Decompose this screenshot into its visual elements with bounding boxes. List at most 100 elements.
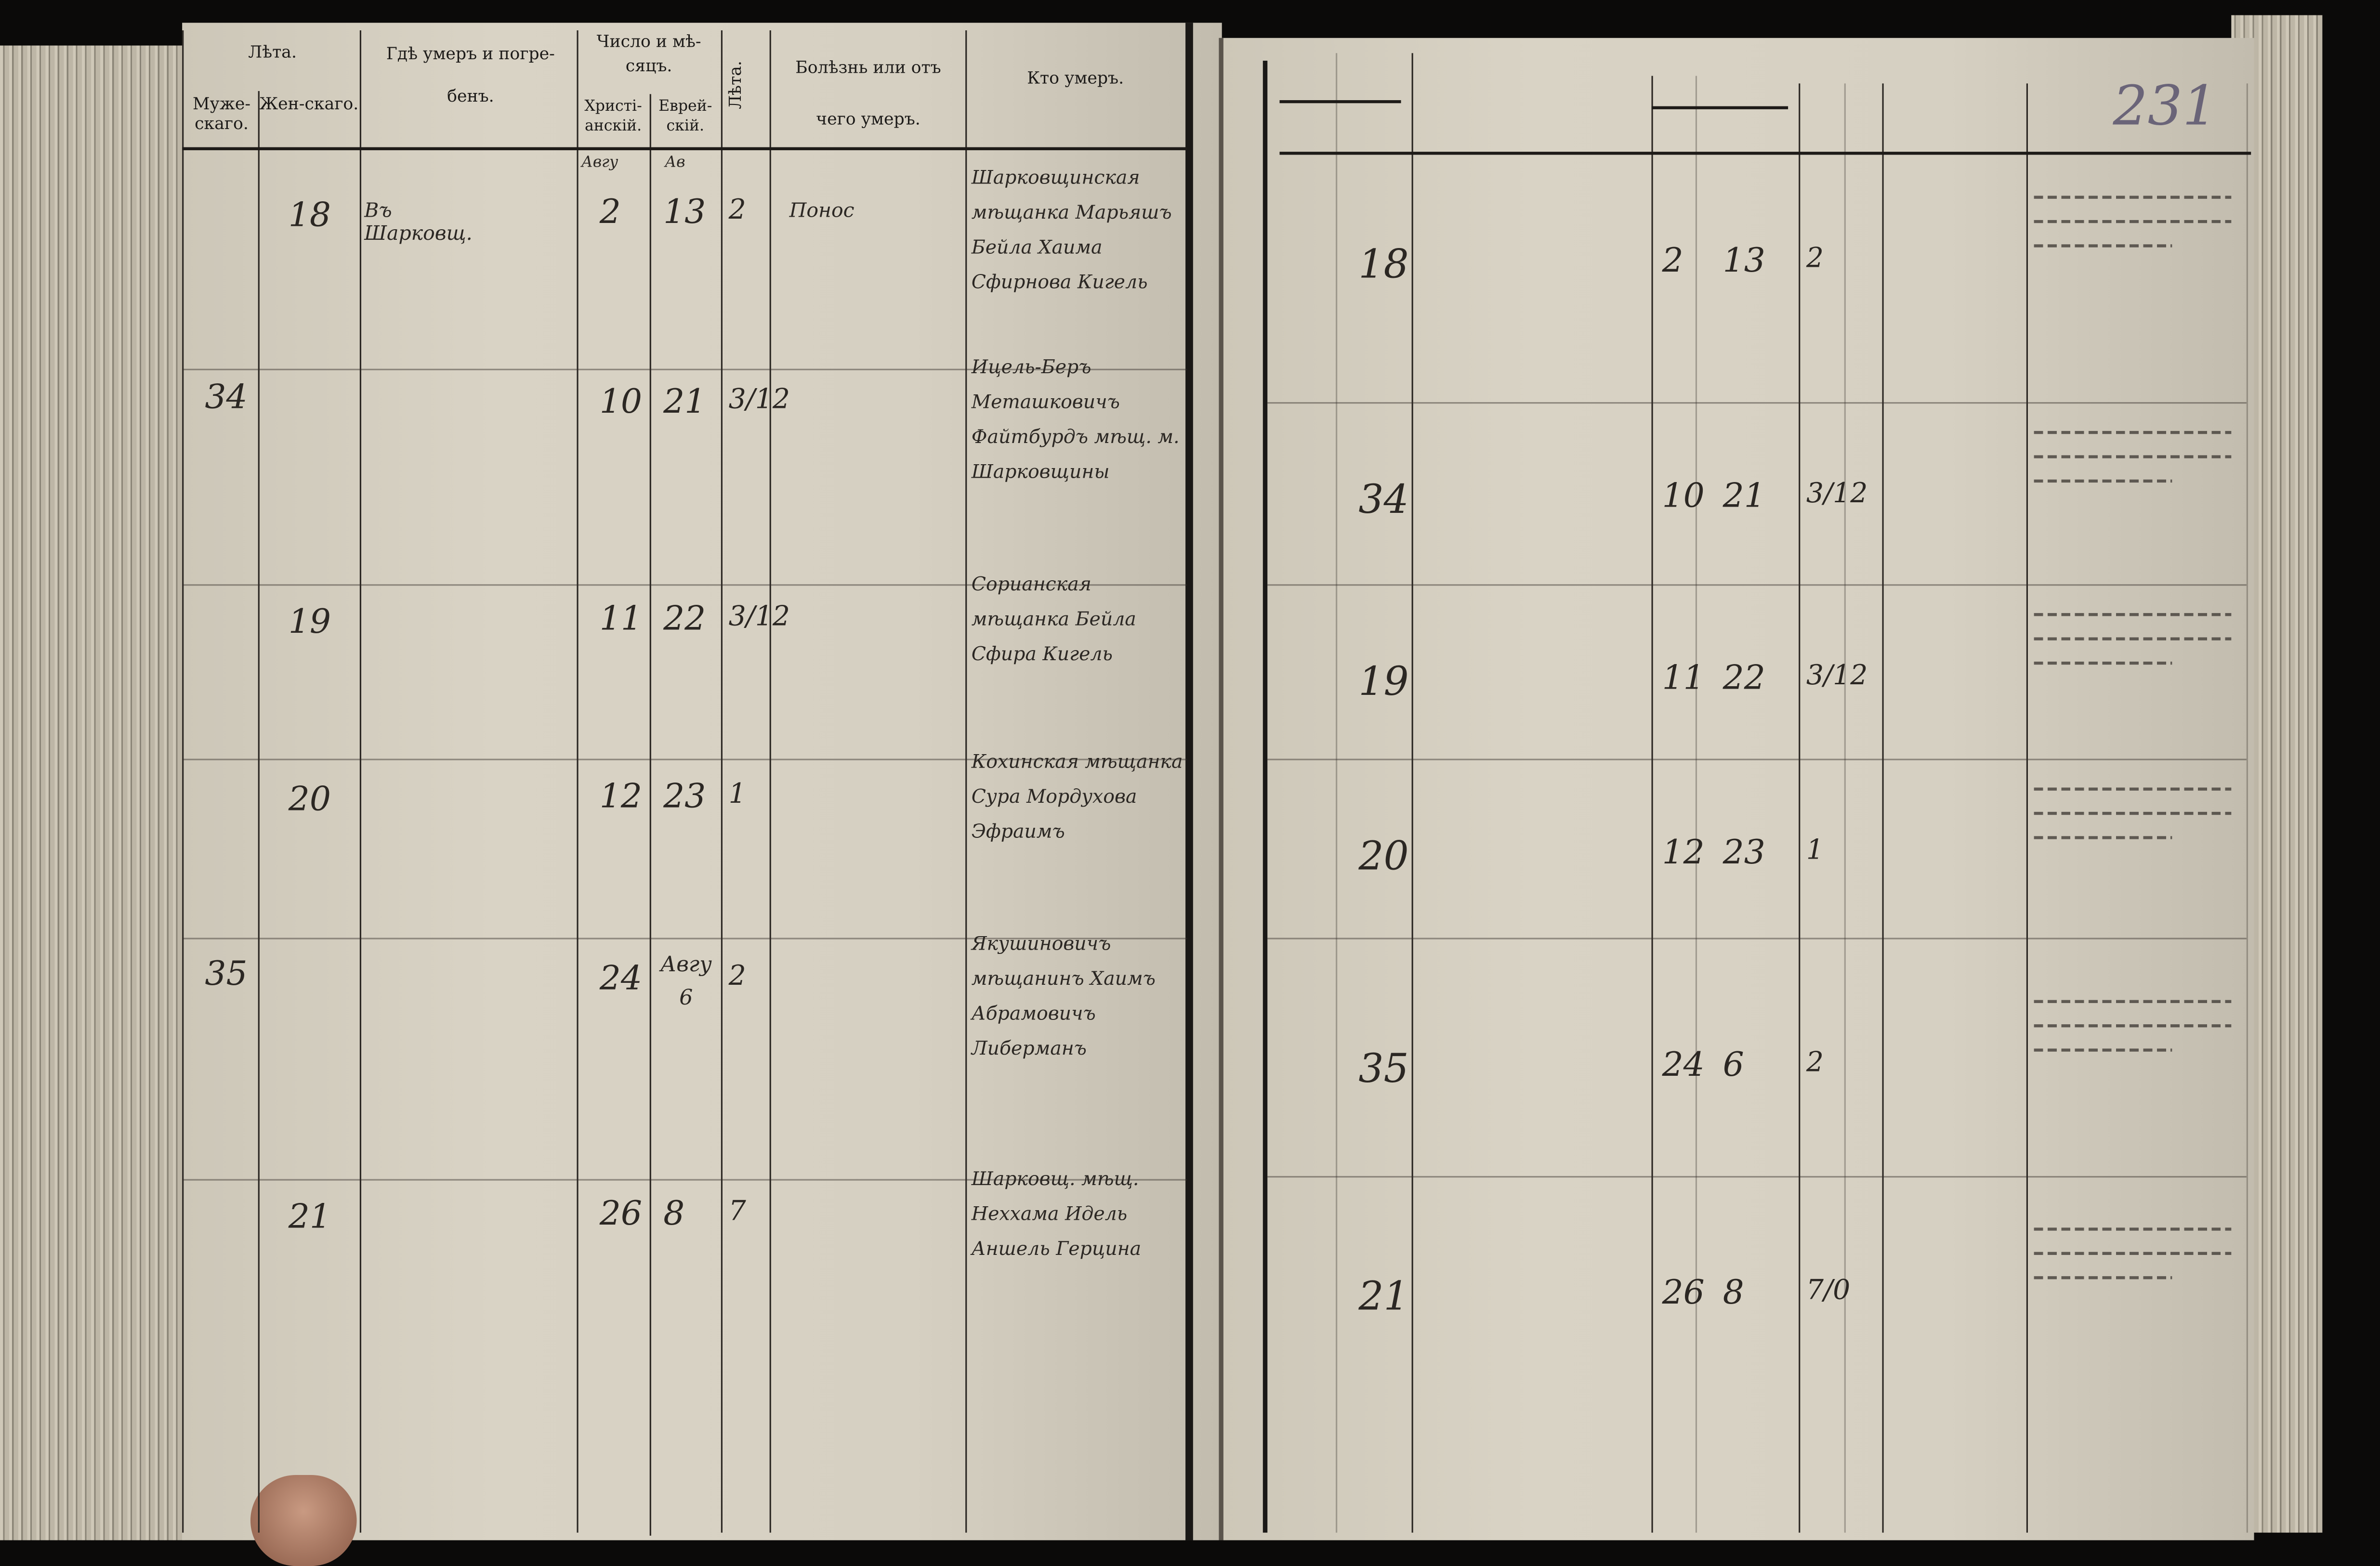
place: Въ Шарковщ.	[364, 200, 473, 246]
day-2: 23	[1723, 835, 1765, 873]
jewish-day: 13	[663, 194, 706, 233]
column-line	[258, 91, 260, 1533]
jewish-day: Авгу 6	[660, 953, 712, 1011]
hebrew-entry-handwriting	[2034, 410, 2232, 504]
entry-number: 20	[1358, 835, 1409, 880]
header-rule	[1651, 106, 1788, 109]
day-1: 26	[1662, 1275, 1705, 1313]
entry-number: 18	[1358, 243, 1409, 288]
male-number: 34	[205, 379, 248, 418]
deceased-name: Сорианская мѣщанка Бейла Сфира Кигель	[971, 572, 1136, 665]
female-number: 20	[288, 781, 331, 820]
hebrew-entry-handwriting	[2034, 174, 2232, 268]
header-rule	[1279, 100, 1401, 104]
column-line	[577, 30, 579, 1533]
age: 3/12	[728, 384, 790, 416]
column-line	[1799, 83, 1801, 1533]
handwriting-stroke	[2034, 196, 2232, 199]
row-line	[182, 1179, 1187, 1181]
column-line	[1882, 83, 1884, 1533]
handwriting-stroke	[2034, 836, 2172, 839]
page-edges-left	[0, 45, 185, 1540]
book-gutter	[1219, 38, 1223, 1540]
christian-day: 26	[599, 1196, 642, 1234]
handwriting-stroke	[2034, 1024, 2232, 1028]
handwriting-stroke	[2034, 455, 2232, 458]
header-jewish: Еврей-скій.	[658, 98, 712, 135]
disease: Понос	[789, 200, 855, 223]
page-number: 231	[2113, 76, 2218, 138]
row-line	[1267, 584, 2247, 586]
row-line	[182, 584, 1187, 586]
entry-number: 35	[1358, 1047, 1409, 1093]
month-christian: Авгу	[581, 155, 618, 172]
header-christian: Христі-анскій.	[584, 98, 642, 135]
handwriting-stroke	[2034, 1000, 2232, 1003]
handwriting-stroke	[2034, 431, 2232, 434]
column-line	[1411, 53, 1413, 1533]
christian-day: 24	[599, 960, 642, 999]
month-jewish: Ав	[665, 155, 685, 172]
row-line	[1267, 938, 2247, 940]
row-line	[182, 758, 1187, 760]
day-1: 12	[1662, 835, 1705, 873]
age: 3/12	[1806, 478, 1868, 510]
day-2: 21	[1723, 478, 1765, 516]
deceased-name: Якушиновичъ мѣщанинъ Хаимъ Абрамовичъ Ли…	[971, 931, 1156, 1059]
column-line	[769, 30, 771, 1533]
day-2: 8	[1723, 1275, 1744, 1313]
handwriting-stroke	[2034, 811, 2232, 815]
header-female: Жен-скаго.	[259, 94, 359, 114]
age: 1	[1806, 835, 1824, 867]
header-rule	[1279, 152, 2251, 155]
deceased-name: Шарковщ. мѣщ. Неххама Идель Аншель Герци…	[971, 1167, 1142, 1260]
column-line	[1695, 76, 1697, 1533]
entry-number: 21	[1358, 1275, 1409, 1320]
row-line	[1267, 402, 2247, 404]
jewish-day: 21	[663, 384, 706, 422]
column-line	[1336, 53, 1338, 1533]
day-1: 11	[1662, 660, 1705, 698]
hebrew-entry-handwriting	[2034, 979, 2232, 1073]
header-rule	[182, 147, 1187, 150]
jewish-day: 22	[663, 600, 706, 639]
handwriting-stroke	[2034, 1276, 2172, 1279]
age: 2	[728, 194, 746, 226]
age: 3/12	[728, 600, 790, 633]
thumb	[250, 1475, 357, 1566]
female-number: 18	[288, 197, 331, 235]
age: 1	[728, 778, 746, 810]
row-line	[182, 368, 1187, 370]
handwriting-stroke	[2034, 220, 2232, 223]
day-2: 22	[1723, 660, 1765, 698]
column-line	[2246, 83, 2248, 1533]
deceased-name: Шарковщинская мѣщанка Марьяшъ Бейла Хаим…	[971, 165, 1172, 293]
day-2: 6	[1723, 1047, 1744, 1085]
handwriting-stroke	[2034, 661, 2172, 665]
day-1: 24	[1662, 1047, 1705, 1085]
age: 7	[728, 1196, 746, 1228]
entry-number: 34	[1358, 478, 1409, 524]
day-1: 2	[1662, 243, 1683, 281]
christian-day: 11	[599, 600, 642, 639]
female-number: 19	[288, 604, 331, 642]
column-line	[2026, 83, 2028, 1533]
row-line	[1267, 1176, 2247, 1178]
hebrew-entry-handwriting	[2034, 766, 2232, 860]
row-line	[182, 938, 1187, 940]
header-date: Число и мѣ-сяцъ.	[596, 32, 701, 76]
right-page-border	[1262, 61, 1268, 1533]
handwriting-stroke	[2034, 787, 2232, 791]
header-years: Лѣта.	[248, 42, 297, 63]
header-place: Гдѣ умеръ и погре-бенъ.	[386, 44, 555, 106]
column-line	[721, 30, 723, 1533]
header-male: Муже-скаго.	[193, 94, 251, 134]
christian-day: 10	[599, 384, 642, 422]
row-line	[1267, 758, 2247, 760]
handwriting-stroke	[2034, 1227, 2232, 1231]
header-who: Кто умеръ.	[1027, 68, 1124, 88]
male-number: 35	[205, 956, 248, 994]
column-line	[649, 94, 651, 1536]
age: 7/0	[1806, 1275, 1851, 1307]
